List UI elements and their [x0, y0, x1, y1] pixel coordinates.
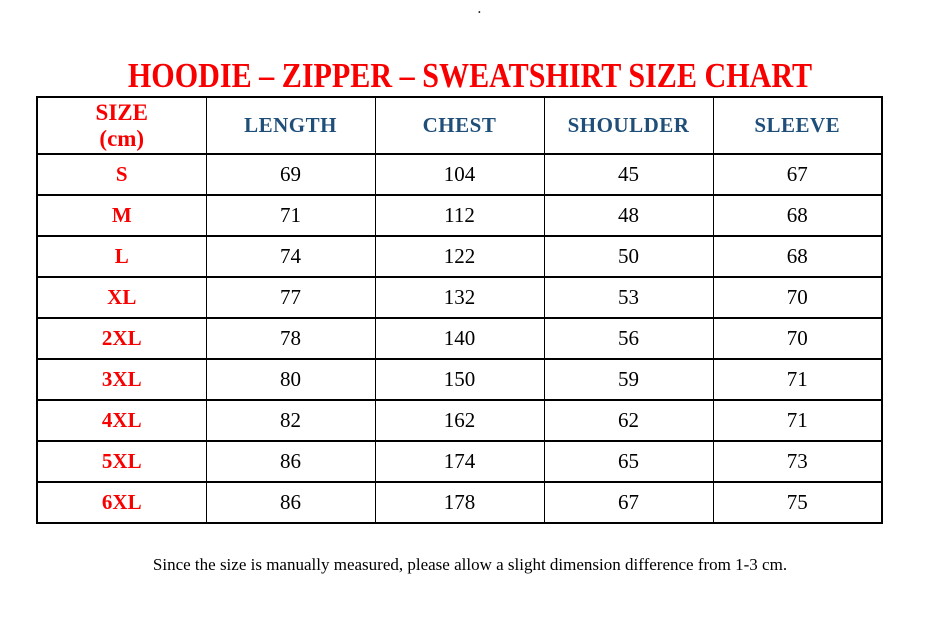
header-size-cell: SIZE (cm) [36, 96, 207, 155]
table-row: XL 77 132 53 70 [36, 276, 883, 319]
measurement-value-cell: 140 [374, 317, 545, 360]
table-body: S 69 104 45 67 M 71 112 48 68 L 74 122 50 68 XL 77 132 53 7… [36, 153, 883, 524]
size-label-cell: S [36, 153, 207, 196]
size-label-cell: 5XL [36, 440, 207, 483]
measurement-value-cell: 104 [374, 153, 545, 196]
header-sleeve-cell: SLEEVE [712, 96, 883, 155]
measurement-value-cell: 80 [205, 358, 376, 401]
measurement-value-cell: 65 [543, 440, 714, 483]
measurement-value-cell: 77 [205, 276, 376, 319]
header-row: SIZE (cm) LENGTH CHEST SHOULDER SLEEVE [36, 96, 883, 155]
size-label-cell: 3XL [36, 358, 207, 401]
measurement-value-cell: 50 [543, 235, 714, 278]
size-chart-table: SIZE (cm) LENGTH CHEST SHOULDER SLEEVE S… [36, 96, 883, 524]
measurement-value-cell: 53 [543, 276, 714, 319]
measurement-value-cell: 75 [712, 481, 883, 524]
table-row: L 74 122 50 68 [36, 235, 883, 278]
size-label-cell: 2XL [36, 317, 207, 360]
table-header: SIZE (cm) LENGTH CHEST SHOULDER SLEEVE [36, 96, 883, 155]
measurement-value-cell: 68 [712, 235, 883, 278]
measurement-value-cell: 86 [205, 440, 376, 483]
measurement-value-cell: 67 [543, 481, 714, 524]
measurement-value-cell: 122 [374, 235, 545, 278]
table-row: M 71 112 48 68 [36, 194, 883, 237]
table-row: 2XL 78 140 56 70 [36, 317, 883, 360]
header-chest-cell: CHEST [374, 96, 545, 155]
header-shoulder-cell: SHOULDER [543, 96, 714, 155]
measurement-value-cell: 70 [712, 317, 883, 360]
measurement-value-cell: 86 [205, 481, 376, 524]
measurement-value-cell: 59 [543, 358, 714, 401]
size-label-cell: 4XL [36, 399, 207, 442]
measurement-value-cell: 74 [205, 235, 376, 278]
measurement-value-cell: 48 [543, 194, 714, 237]
measurement-value-cell: 69 [205, 153, 376, 196]
measurement-value-cell: 71 [205, 194, 376, 237]
measurement-value-cell: 56 [543, 317, 714, 360]
measurement-value-cell: 78 [205, 317, 376, 360]
table-row: S 69 104 45 67 [36, 153, 883, 196]
size-label-cell: L [36, 235, 207, 278]
measurement-value-cell: 62 [543, 399, 714, 442]
header-size-line1: SIZE [95, 99, 148, 125]
measurement-value-cell: 71 [712, 399, 883, 442]
measurement-value-cell: 112 [374, 194, 545, 237]
measurement-value-cell: 45 [543, 153, 714, 196]
size-label-cell: M [36, 194, 207, 237]
size-label-cell: 6XL [36, 481, 207, 524]
header-size-line2: (cm) [99, 125, 145, 151]
measurement-value-cell: 73 [712, 440, 883, 483]
measurement-value-cell: 150 [374, 358, 545, 401]
table-row: 3XL 80 150 59 71 [36, 358, 883, 401]
table-row: 4XL 82 162 62 71 [36, 399, 883, 442]
header-length-cell: LENGTH [205, 96, 376, 155]
measurement-value-cell: 82 [205, 399, 376, 442]
table-row: 5XL 86 174 65 73 [36, 440, 883, 483]
measurement-value-cell: 162 [374, 399, 545, 442]
measurement-value-cell: 70 [712, 276, 883, 319]
size-label-cell: XL [36, 276, 207, 319]
stray-dot-artifact: . [477, 0, 482, 17]
page-title: HOODIE – ZIPPER – SWEATSHIRT SIZE CHART [127, 56, 813, 96]
measurement-value-cell: 68 [712, 194, 883, 237]
measurement-disclaimer: Since the size is manually measured, ple… [152, 555, 788, 574]
measurement-value-cell: 132 [374, 276, 545, 319]
measurement-value-cell: 178 [374, 481, 545, 524]
measurement-value-cell: 71 [712, 358, 883, 401]
measurement-value-cell: 67 [712, 153, 883, 196]
measurement-value-cell: 174 [374, 440, 545, 483]
table-row: 6XL 86 178 67 75 [36, 481, 883, 524]
